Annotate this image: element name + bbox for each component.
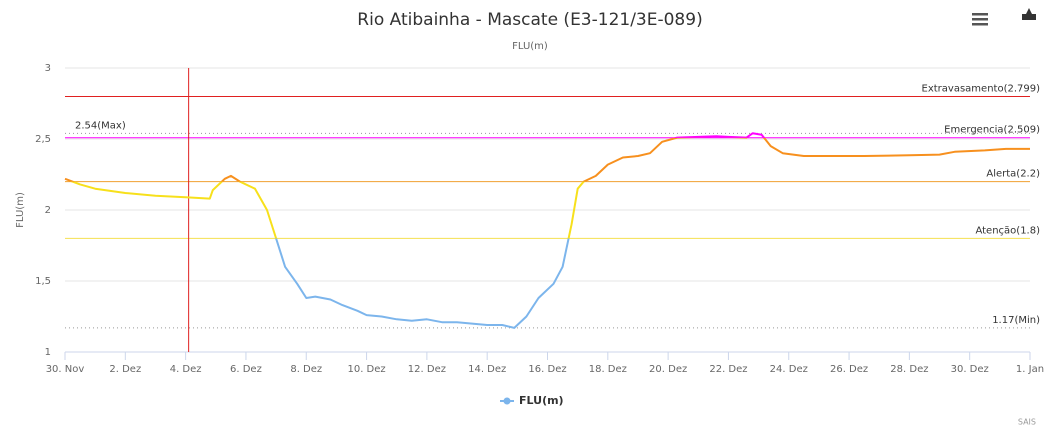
x-tick-label: 18. Dez (589, 364, 627, 375)
x-tick-label: 4. Dez (170, 364, 202, 375)
plot-line-label: Extravasamento(2.799) (922, 84, 1041, 95)
y-tick-label: 1,5 (35, 276, 51, 287)
series-line (673, 132, 766, 138)
plot-line-label: 2.54(Max) (75, 120, 126, 131)
series-line (275, 238, 570, 329)
legend-item[interactable]: FLU(m) (500, 394, 564, 407)
plot-line-label: Atenção(1.8) (975, 225, 1040, 236)
x-tick-label: 28. Dez (890, 364, 928, 375)
x-tick-label: 14. Dez (468, 364, 506, 375)
y-axis-title: FLU(m) (15, 192, 26, 228)
credits: SAIS (1018, 418, 1036, 427)
chart-subtitle: FLU(m) (512, 41, 548, 52)
x-tick-label: 16. Dez (528, 364, 566, 375)
menu-bar (972, 13, 988, 16)
y-tick-label: 2 (45, 205, 51, 216)
series-line (69, 181, 587, 239)
download-icon (1022, 8, 1036, 20)
x-tick-label: 20. Dez (649, 364, 687, 375)
plot-line-label: 1.17(Min) (992, 315, 1040, 326)
legend-marker (503, 397, 511, 405)
x-tick-label: 6. Dez (230, 364, 262, 375)
download-button[interactable] (1022, 8, 1036, 20)
x-tick-label: 30. Dez (951, 364, 989, 375)
plot-line-label: Alerta(2.2) (986, 169, 1040, 180)
y-tick-label: 3 (45, 63, 51, 74)
x-tick-label: 12. Dez (408, 364, 446, 375)
x-tick-label: 26. Dez (830, 364, 868, 375)
x-tick-label: 8. Dez (290, 364, 322, 375)
plot-line-label: Emergencia(2.509) (944, 125, 1040, 136)
x-tick-label: 30. Nov (46, 364, 85, 375)
legend-label: FLU(m) (519, 394, 564, 407)
series-line (64, 137, 1030, 182)
chart-title: Rio Atibainha - Mascate (E3-121/3E-089) (357, 10, 702, 30)
menu-bar (972, 23, 988, 26)
x-tick-label: 2. Dez (109, 364, 141, 375)
y-tick-label: 1 (45, 347, 51, 358)
x-tick-label: 24. Dez (770, 364, 808, 375)
menu-button[interactable] (972, 13, 988, 26)
x-tick-label: 22. Dez (709, 364, 747, 375)
x-tick-label: 1. Jan (1016, 364, 1044, 375)
menu-bar (972, 18, 988, 21)
x-tick-label: 10. Dez (347, 364, 385, 375)
y-tick-label: 2,5 (35, 134, 51, 145)
